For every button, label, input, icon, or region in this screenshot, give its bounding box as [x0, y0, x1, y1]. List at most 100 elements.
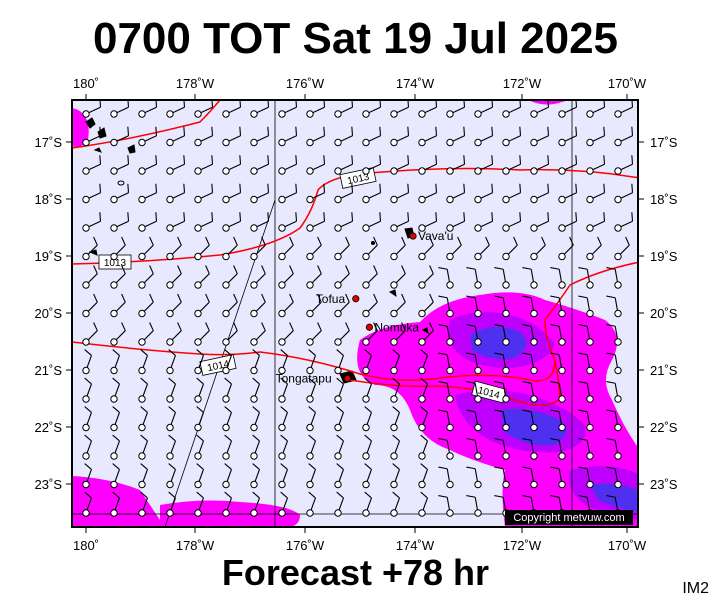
- wind-barb: [438, 295, 454, 318]
- wind-barb: [222, 349, 232, 375]
- wind-barb: [578, 295, 594, 318]
- wind-barb: [362, 377, 372, 403]
- wind-barb: [166, 406, 176, 432]
- wind-barb: [446, 100, 466, 118]
- wind-barb: [250, 126, 270, 147]
- wind-barb: [438, 466, 454, 489]
- wind-barb: [138, 236, 154, 261]
- wind-barb: [586, 236, 602, 261]
- lat-label: 22˚S: [650, 420, 678, 435]
- wind-barb: [110, 322, 126, 346]
- place-label: Tongatapu: [276, 372, 332, 386]
- wind-barb: [222, 126, 242, 147]
- wind-barb: [390, 265, 406, 289]
- wind-barb: [194, 491, 204, 517]
- wind-barb: [166, 377, 176, 403]
- wind-barb: [586, 212, 606, 232]
- wind-barb: [82, 349, 92, 375]
- wind-barb: [306, 155, 326, 175]
- chart-title: 0700 TOT Sat 19 Jul 2025: [92, 14, 619, 63]
- lon-label: 174˚W: [396, 538, 435, 553]
- wind-barb: [222, 406, 232, 432]
- wind-barb: [82, 463, 92, 489]
- wind-barb: [82, 377, 92, 403]
- wind-barb: [586, 100, 606, 118]
- wind-barb: [558, 126, 578, 147]
- wind-barb: [222, 322, 238, 346]
- wind-barbs: [82, 100, 634, 517]
- wind-barb: [578, 381, 594, 403]
- wind-barb: [550, 409, 566, 432]
- wind-barb: [606, 267, 622, 289]
- wind-barb: [278, 183, 298, 204]
- wind-barb: [362, 406, 372, 432]
- wind-barb: [250, 491, 260, 517]
- wind-barb: [390, 463, 400, 489]
- wind-barb: [166, 126, 186, 147]
- lat-label: 22˚S: [35, 420, 63, 435]
- wind-barb: [502, 155, 522, 175]
- wind-barb: [306, 322, 322, 346]
- wind-barb: [438, 495, 454, 517]
- wind-barb: [418, 265, 434, 289]
- wind-barb: [466, 295, 482, 318]
- wind-barb: [222, 183, 242, 204]
- wind-barb: [194, 434, 204, 460]
- lon-label: 178˚W: [176, 76, 215, 91]
- wind-barb: [614, 212, 634, 232]
- wind-barb: [558, 183, 578, 204]
- wind-barb: [278, 463, 288, 489]
- wind-barb: [466, 381, 482, 403]
- wind-barb: [138, 406, 148, 432]
- wind-barb: [334, 212, 354, 232]
- wind-barb: [278, 491, 288, 517]
- wind-barb: [306, 463, 316, 489]
- lat-label: 20˚S: [650, 306, 678, 321]
- wind-barb: [166, 491, 176, 517]
- wind-barb: [362, 155, 382, 175]
- wind-barb: [194, 126, 214, 147]
- wind-barb: [82, 126, 102, 147]
- wind-barb: [522, 381, 538, 403]
- place-dot: [352, 295, 360, 303]
- wind-barb: [334, 155, 354, 175]
- wind-barb: [578, 324, 594, 346]
- wind-barb: [166, 293, 182, 318]
- wind-barb: [606, 438, 622, 460]
- wind-barb: [494, 324, 510, 346]
- wind-barb: [194, 265, 210, 289]
- wind-barb: [438, 267, 454, 289]
- wind-barb: [502, 236, 518, 261]
- lat-label: 19˚S: [35, 249, 63, 264]
- place-marker: Tofua: [316, 292, 360, 306]
- place-marker: Vava'u: [409, 229, 453, 243]
- wind-barb: [110, 377, 120, 403]
- wind-barb: [222, 212, 242, 232]
- lat-label: 21˚S: [35, 363, 63, 378]
- wind-barb: [466, 495, 482, 517]
- lon-label: 176˚W: [286, 538, 325, 553]
- wind-barb: [390, 434, 400, 460]
- wind-barb: [250, 349, 260, 375]
- wind-barb: [550, 295, 566, 318]
- wind-barb: [222, 491, 232, 517]
- wind-barb: [578, 438, 594, 460]
- wind-barb: [502, 100, 522, 118]
- wind-barb: [550, 324, 566, 346]
- wind-barb: [306, 265, 322, 289]
- lon-label: 170˚W: [608, 538, 647, 553]
- wind-barb: [558, 212, 578, 232]
- wind-barb: [334, 377, 344, 403]
- wind-barb: [166, 463, 176, 489]
- rain-area-heavy1: [470, 326, 527, 359]
- wind-barb: [334, 126, 354, 147]
- lat-label: 23˚S: [650, 477, 678, 492]
- wind-barb: [418, 349, 428, 375]
- isobar-line: [349, 359, 561, 406]
- wind-barb: [222, 463, 232, 489]
- wind-barb: [166, 265, 182, 289]
- wind-barb: [138, 155, 158, 175]
- wind-barb: [222, 265, 238, 289]
- rain-area-bottomright-heavy: [590, 483, 638, 512]
- wind-barb: [418, 155, 438, 175]
